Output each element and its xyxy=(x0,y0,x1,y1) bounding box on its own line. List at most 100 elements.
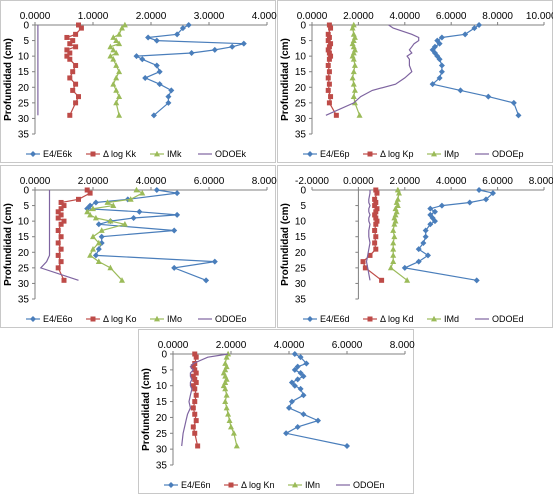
y-tick-label: 30 xyxy=(18,279,30,290)
x-tick-label: 2.0000 xyxy=(136,11,167,22)
x-tick-label: 8.0000 xyxy=(390,340,415,351)
x-tick-label: 1.0000 xyxy=(78,11,109,22)
data-point xyxy=(113,49,120,56)
data-point xyxy=(107,217,114,224)
y-tick-label: 15 xyxy=(18,232,30,243)
data-point xyxy=(110,202,117,208)
data-point xyxy=(288,398,295,405)
data-point xyxy=(325,31,331,37)
y-tick-label: 15 xyxy=(295,232,307,243)
data-point xyxy=(462,31,469,38)
x-tick-label: 6.0000 xyxy=(436,11,467,22)
data-point xyxy=(396,189,402,196)
data-point xyxy=(222,398,229,404)
data-point xyxy=(153,37,160,44)
data-point xyxy=(510,99,517,106)
y-tick-label: 25 xyxy=(295,263,307,274)
series-line xyxy=(402,189,495,281)
legend-marker xyxy=(307,316,313,322)
data-point xyxy=(325,75,331,81)
data-point xyxy=(297,354,304,361)
data-point xyxy=(390,239,397,246)
x-tick-label: 8.0000 xyxy=(482,11,513,22)
data-point xyxy=(95,221,102,228)
data-point xyxy=(113,99,120,106)
data-point xyxy=(351,87,358,93)
data-point xyxy=(55,209,61,215)
data-point xyxy=(425,252,431,259)
y-tick-label: 15 xyxy=(18,67,30,78)
data-point xyxy=(76,196,81,202)
data-point xyxy=(64,53,70,59)
data-point xyxy=(344,442,350,449)
data-point xyxy=(119,24,125,31)
data-point xyxy=(229,43,236,50)
data-point xyxy=(58,234,64,240)
legend-label: E4/E6d xyxy=(320,314,350,324)
data-point xyxy=(328,25,334,31)
data-point xyxy=(373,246,379,252)
data-point xyxy=(113,74,120,81)
data-point xyxy=(58,221,64,227)
data-point xyxy=(372,227,378,233)
y-tick-label: 5 xyxy=(23,36,29,47)
data-point xyxy=(473,277,480,284)
legend-label: E4/E6k xyxy=(43,149,73,159)
data-point xyxy=(87,211,94,218)
legend-marker xyxy=(367,316,373,322)
y-tick-label: 5 xyxy=(161,365,167,376)
data-point xyxy=(436,74,443,81)
data-point xyxy=(192,411,198,417)
data-point xyxy=(190,424,196,430)
legend-label: E4/E6p xyxy=(320,149,350,159)
data-point xyxy=(67,56,73,62)
data-point xyxy=(61,203,67,209)
data-point xyxy=(373,187,379,193)
data-point xyxy=(438,68,445,75)
y-tick-label: 5 xyxy=(300,36,306,47)
legend-marker xyxy=(292,481,298,488)
x-tick-label: 8.0000 xyxy=(252,176,277,187)
data-point xyxy=(165,99,172,106)
data-point xyxy=(116,68,123,75)
series-line xyxy=(365,190,371,281)
data-point xyxy=(326,22,332,28)
data-point xyxy=(55,240,61,246)
data-point xyxy=(438,62,445,69)
data-point xyxy=(326,44,332,50)
data-point xyxy=(95,246,102,253)
x-tick-label: -2.0000 xyxy=(295,176,329,187)
legend-marker xyxy=(154,150,160,157)
x-tick-label: 0.0000 xyxy=(343,176,374,187)
y-axis-label: Profundidad (cm) xyxy=(280,203,291,286)
data-point xyxy=(171,227,178,234)
x-tick-label: 6.0000 xyxy=(482,176,513,187)
data-point xyxy=(303,360,310,367)
y-tick-label: 0 xyxy=(300,21,306,32)
x-tick-label: 4.0000 xyxy=(252,11,277,22)
data-point xyxy=(390,252,397,258)
x-tick-label: 6.0000 xyxy=(194,176,225,187)
y-tick-label: 30 xyxy=(18,114,30,125)
data-point xyxy=(489,190,496,197)
series-line xyxy=(39,190,79,281)
legend-marker xyxy=(168,482,174,488)
y-tick-label: 25 xyxy=(295,98,307,109)
data-point xyxy=(58,259,64,265)
legend-label: IMo xyxy=(167,314,182,324)
data-point xyxy=(438,34,445,41)
legend-marker xyxy=(431,315,437,322)
data-point xyxy=(130,215,137,222)
data-point xyxy=(485,93,492,100)
data-point xyxy=(195,443,201,449)
x-tick-label: 4.0000 xyxy=(390,11,421,22)
data-point xyxy=(350,56,357,62)
data-point xyxy=(150,112,157,119)
data-point xyxy=(362,265,368,271)
data-point xyxy=(291,351,298,357)
data-point xyxy=(139,189,146,196)
data-point xyxy=(116,112,123,118)
data-point xyxy=(70,69,76,75)
data-point xyxy=(427,221,434,228)
data-point xyxy=(326,34,332,40)
